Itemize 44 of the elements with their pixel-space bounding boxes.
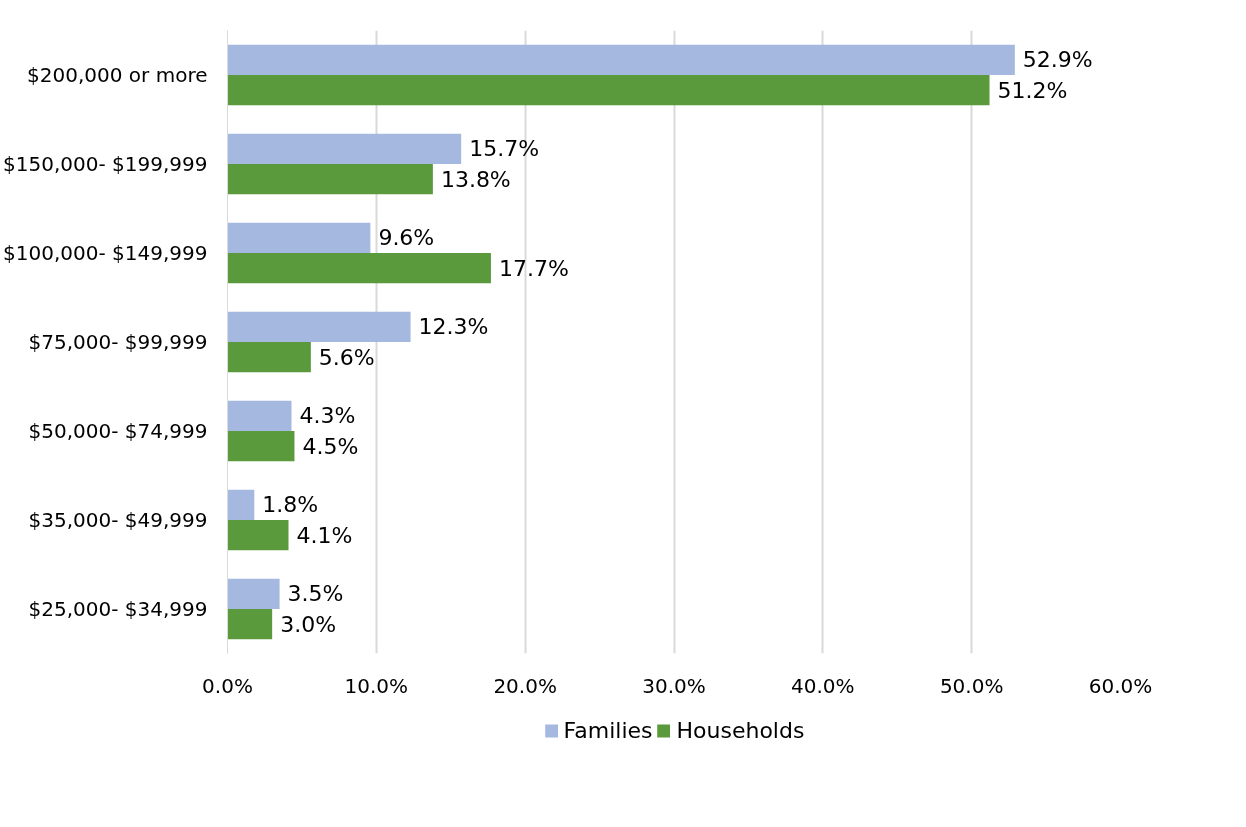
bar xyxy=(227,578,280,609)
data-label: 3.0% xyxy=(280,611,337,637)
bar xyxy=(227,133,462,164)
bar xyxy=(227,253,491,284)
legend-label: Families xyxy=(563,717,653,743)
x-tick-label: 40.0% xyxy=(791,673,855,698)
bar xyxy=(227,431,295,462)
x-tick-label: 20.0% xyxy=(493,673,557,698)
data-label: 17.7% xyxy=(498,255,569,281)
bar xyxy=(227,222,371,253)
bar xyxy=(227,44,1015,75)
x-tick-label: 0.0% xyxy=(202,673,253,698)
data-label: 4.1% xyxy=(296,522,353,548)
bar xyxy=(227,342,311,373)
data-label: 3.5% xyxy=(287,581,344,607)
y-tick-label: $25,000- $34,999 xyxy=(28,597,208,621)
data-label: 12.3% xyxy=(418,314,489,340)
data-label: 51.2% xyxy=(997,77,1068,103)
bar xyxy=(227,609,273,640)
data-label: 5.6% xyxy=(318,344,375,370)
data-label: 13.8% xyxy=(440,166,511,192)
data-label: 15.7% xyxy=(469,136,540,162)
bar xyxy=(227,489,255,520)
x-tick-label: 60.0% xyxy=(1088,673,1153,698)
bar xyxy=(227,164,433,195)
x-tick-label: 10.0% xyxy=(344,673,409,698)
x-tick-label: 50.0% xyxy=(939,673,1004,698)
data-label: 4.3% xyxy=(299,403,356,429)
legend-label: Households xyxy=(676,717,805,743)
y-tick-label: $35,000- $49,999 xyxy=(28,508,208,532)
data-label: 4.5% xyxy=(302,433,359,459)
data-label: 1.8% xyxy=(262,492,319,518)
y-tick-label: $50,000- $74,999 xyxy=(28,419,208,443)
x-tick-label: 30.0% xyxy=(642,673,706,698)
bar xyxy=(227,520,289,551)
data-label: 52.9% xyxy=(1022,47,1093,73)
y-tick-label: $150,000- $199,999 xyxy=(3,152,208,176)
data-label: 9.6% xyxy=(378,225,435,251)
bar xyxy=(227,311,411,342)
y-tick-label: $200,000 or more xyxy=(27,63,208,87)
bar xyxy=(227,75,990,106)
y-tick-label: $100,000- $149,999 xyxy=(3,241,208,265)
y-tick-label: $75,000- $99,999 xyxy=(28,330,208,354)
bar xyxy=(227,400,292,431)
